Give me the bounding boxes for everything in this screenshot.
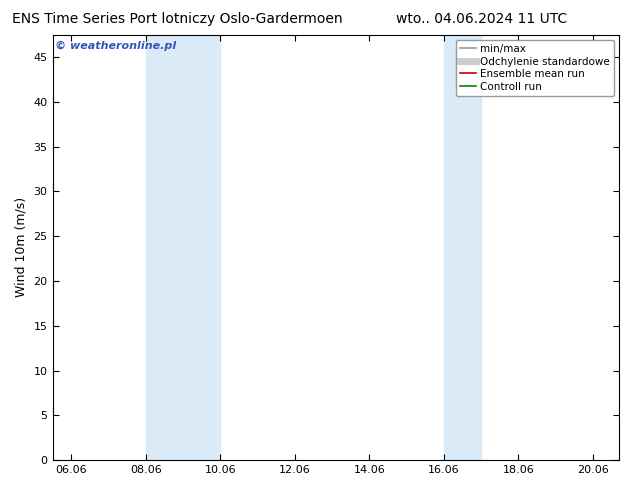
Text: © weatheronline.pl: © weatheronline.pl: [55, 41, 177, 51]
Text: wto.. 04.06.2024 11 UTC: wto.. 04.06.2024 11 UTC: [396, 12, 567, 26]
Bar: [444, 35, 481, 460]
Bar: [146, 35, 220, 460]
Legend: min/max, Odchylenie standardowe, Ensemble mean run, Controll run: min/max, Odchylenie standardowe, Ensembl…: [456, 40, 614, 96]
Y-axis label: Wind 10m (m/s): Wind 10m (m/s): [15, 197, 28, 297]
Text: ENS Time Series Port lotniczy Oslo-Gardermoen: ENS Time Series Port lotniczy Oslo-Garde…: [12, 12, 343, 26]
